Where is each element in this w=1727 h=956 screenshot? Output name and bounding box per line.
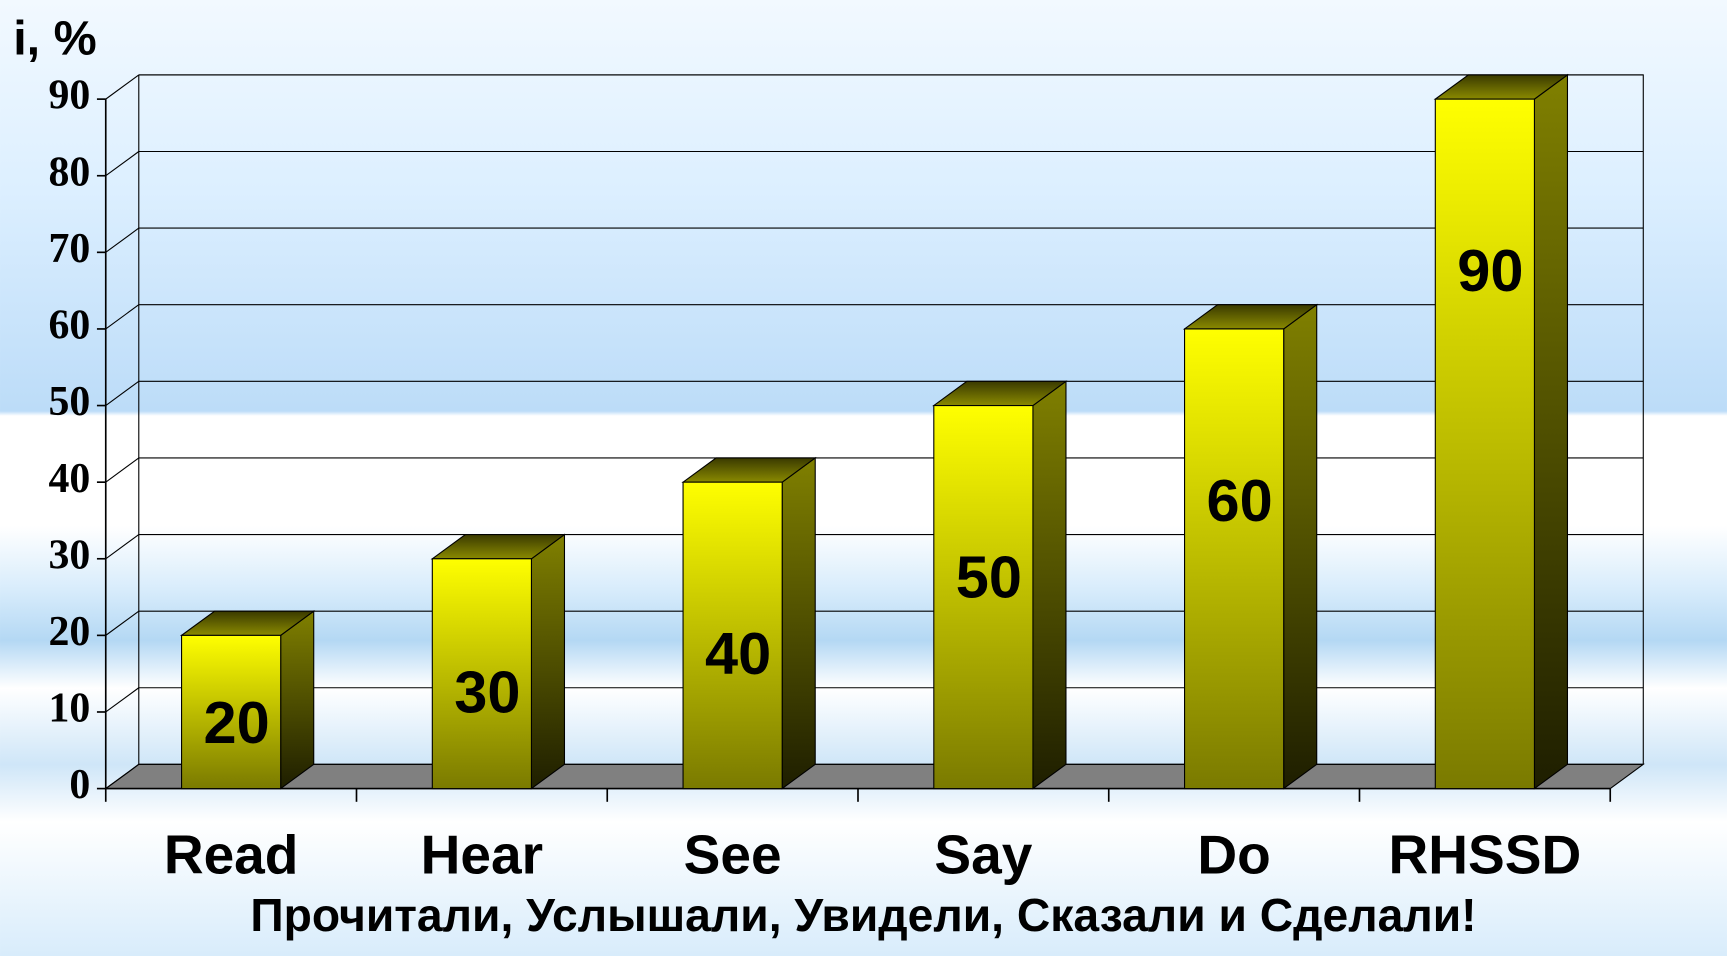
y-tick-label: 90 [48,73,90,119]
data-label: 40 [705,620,771,687]
grid-line-side [105,74,140,100]
bar-side [1032,380,1067,790]
bar [181,634,282,790]
data-label: 90 [1457,237,1523,304]
y-tick-label: 80 [48,149,90,195]
bar [682,481,783,790]
x-tick-label: See [684,824,782,886]
grid-line-side [105,227,140,253]
grid-line-side [105,610,140,636]
y-tick-label: 0 [69,762,90,808]
caption: Прочитали, Услышали, Увидели, Сказали и … [250,889,1476,941]
data-label: 30 [454,658,520,725]
bar [1434,98,1535,790]
grid-line-side [105,534,140,560]
y-tick-label: 30 [48,532,90,578]
bar-side [1533,73,1569,790]
bar-side [781,456,816,790]
bar-side [530,533,566,790]
bar [933,405,1034,790]
bar [1184,328,1285,790]
grid-line-side [105,687,140,713]
data-label: 20 [204,689,270,756]
grid-line-side [105,763,140,790]
y-tick-label: 10 [48,686,90,732]
y-axis-label: i, % [13,12,96,66]
data-label: 60 [1207,467,1273,534]
grid-line-side [105,380,140,406]
x-tick-label: Read [164,824,299,886]
x-tick-label: Hear [421,824,543,886]
y-tick-label: 70 [48,226,90,272]
y-tick-label: 60 [48,303,90,349]
y-tick-label: 40 [48,456,90,502]
data-label: 50 [956,543,1022,610]
x-tick-label: Do [1197,824,1270,886]
floor [104,763,1645,790]
bar-side [280,610,315,790]
bar-side [1283,303,1318,790]
grid-line-side [105,304,140,330]
x-tick-label: RHSSD [1389,824,1582,886]
grid-line-side [105,457,140,483]
grid-line-side [105,151,140,177]
y-tick-label: 50 [48,379,90,425]
y-tick-label: 20 [48,609,90,655]
x-tick-label: Say [934,824,1032,886]
bar [431,558,532,790]
